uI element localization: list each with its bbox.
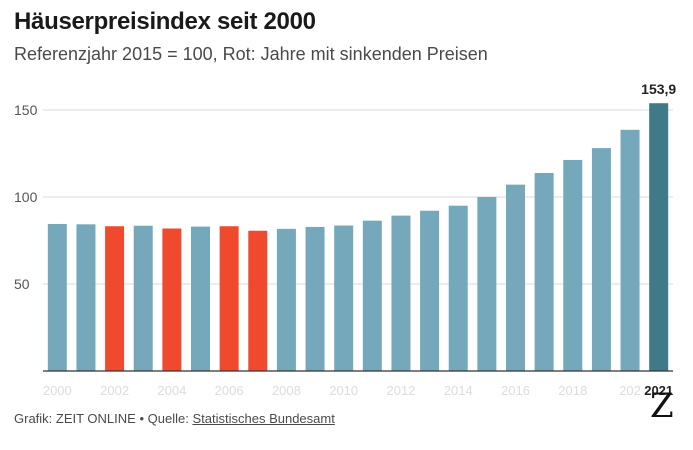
x-tick-label: 2004 bbox=[157, 383, 186, 398]
data-label: 153,9 bbox=[641, 81, 676, 97]
x-tick-label-highlight: 2021 bbox=[644, 383, 673, 398]
x-tick-label: 2000 bbox=[43, 383, 72, 398]
x-tick-label: 2012 bbox=[386, 383, 415, 398]
bar-2002 bbox=[105, 226, 125, 371]
bar-2018 bbox=[563, 159, 583, 371]
x-tick-label: 2008 bbox=[272, 383, 301, 398]
x-tick-label: 2002 bbox=[100, 383, 129, 398]
bar-2015 bbox=[477, 197, 497, 371]
bar-2020 bbox=[620, 129, 640, 371]
bar-2014 bbox=[448, 205, 468, 371]
x-axis-ticks: 2000 2002 2004 2006 2008 2010 2012 2014 2016 2018… bbox=[43, 383, 673, 398]
bar-2010 bbox=[334, 225, 354, 371]
zeit-logo: Z bbox=[650, 386, 674, 426]
footer-credit: Grafik: ZEIT ONLINE bbox=[14, 411, 136, 426]
annotations: 153,9 bbox=[641, 81, 676, 97]
bar-2016 bbox=[506, 184, 525, 371]
bar-2003 bbox=[133, 225, 153, 371]
bar-2009 bbox=[305, 226, 325, 371]
bar-2004 bbox=[162, 228, 182, 371]
bar-2007 bbox=[248, 230, 268, 371]
bar-2012 bbox=[391, 215, 411, 371]
bar-2001 bbox=[76, 224, 96, 371]
x-tick-label: 2016 bbox=[501, 383, 530, 398]
footer: Grafik: ZEIT ONLINE • Quelle: Statistisc… bbox=[14, 411, 335, 426]
footer-source-label: Quelle: bbox=[147, 411, 189, 426]
x-tick-label: 2014 bbox=[444, 383, 473, 398]
x-tick-label: 2010 bbox=[329, 383, 358, 398]
bar-2017 bbox=[534, 172, 554, 371]
chart-title: Häuserpreisindex seit 2000 bbox=[14, 8, 316, 35]
bar-2011 bbox=[362, 220, 382, 371]
x-tick-label: 2018 bbox=[558, 383, 587, 398]
x-tick-label: 2006 bbox=[215, 383, 244, 398]
x-tick-label: 202 bbox=[619, 383, 641, 398]
y-tick-label: 150 bbox=[14, 102, 38, 118]
bar-2021 bbox=[649, 103, 669, 372]
bars bbox=[47, 103, 669, 372]
bar-2005 bbox=[191, 226, 210, 371]
y-axis-ticks: 50 100 150 bbox=[14, 102, 38, 292]
bar-2019 bbox=[591, 148, 611, 371]
y-tick-label: 50 bbox=[14, 276, 30, 292]
bar-2013 bbox=[420, 210, 440, 371]
source-link[interactable]: Statistisches Bundesamt bbox=[192, 411, 335, 426]
footer-separator: • bbox=[139, 411, 145, 426]
bar-2006 bbox=[219, 226, 239, 371]
y-tick-label: 100 bbox=[14, 189, 38, 205]
bar-2000 bbox=[47, 223, 67, 371]
chart-subtitle: Referenzjahr 2015 = 100, Rot: Jahre mit … bbox=[14, 44, 488, 64]
bar-2008 bbox=[276, 228, 296, 371]
